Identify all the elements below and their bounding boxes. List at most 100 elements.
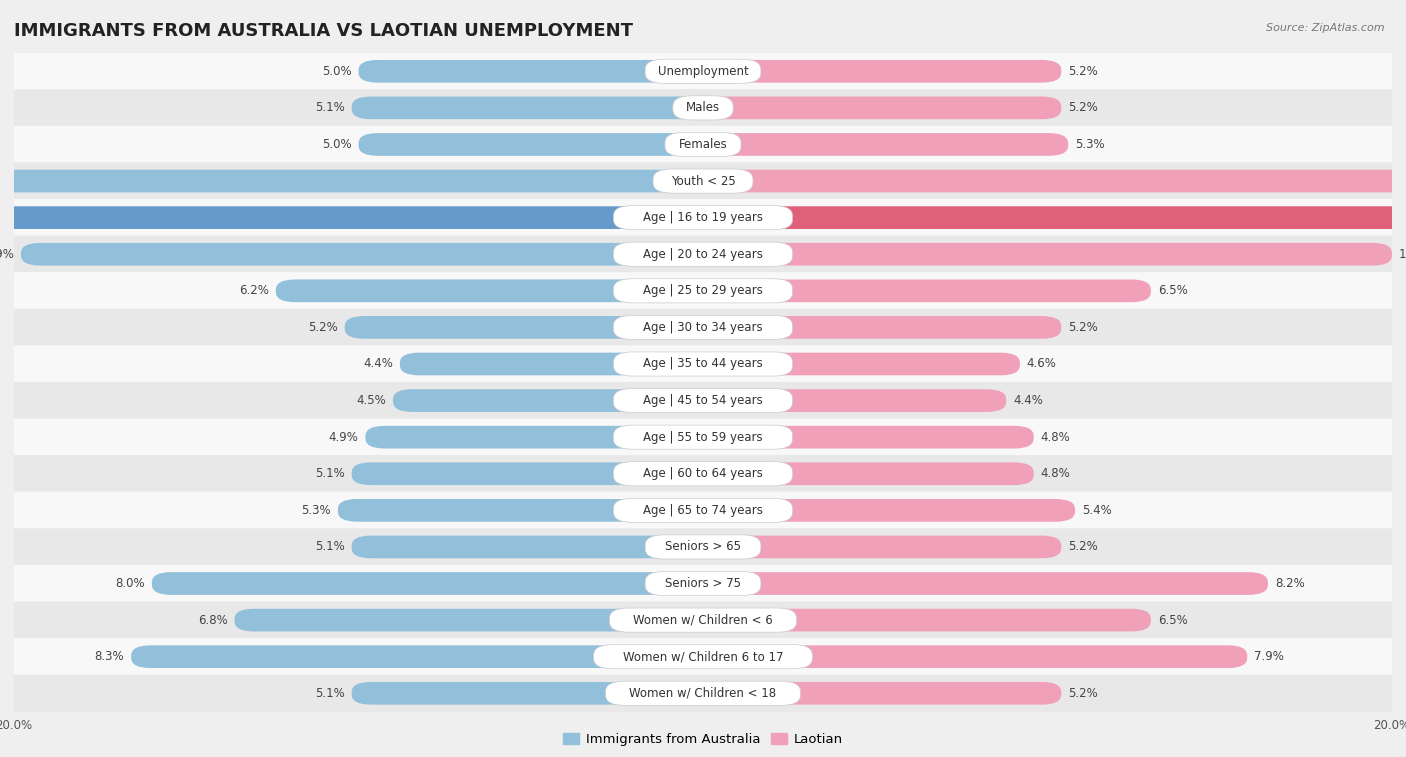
Text: Age | 35 to 44 years: Age | 35 to 44 years: [643, 357, 763, 370]
Text: Age | 20 to 24 years: Age | 20 to 24 years: [643, 248, 763, 260]
FancyBboxPatch shape: [344, 316, 703, 338]
FancyBboxPatch shape: [152, 572, 703, 595]
FancyBboxPatch shape: [606, 681, 800, 706]
Legend: Immigrants from Australia, Laotian: Immigrants from Australia, Laotian: [558, 727, 848, 751]
FancyBboxPatch shape: [703, 170, 1406, 192]
FancyBboxPatch shape: [613, 462, 793, 486]
FancyBboxPatch shape: [14, 309, 1392, 346]
FancyBboxPatch shape: [14, 419, 1392, 456]
FancyBboxPatch shape: [235, 609, 703, 631]
Text: Females: Females: [679, 138, 727, 151]
FancyBboxPatch shape: [352, 463, 703, 485]
FancyBboxPatch shape: [14, 126, 1392, 163]
Text: Seniors > 75: Seniors > 75: [665, 577, 741, 590]
FancyBboxPatch shape: [359, 60, 703, 83]
FancyBboxPatch shape: [703, 60, 1062, 83]
Text: 6.5%: 6.5%: [1157, 285, 1188, 298]
Text: 5.2%: 5.2%: [1069, 321, 1098, 334]
FancyBboxPatch shape: [613, 206, 793, 229]
Text: 7.9%: 7.9%: [1254, 650, 1284, 663]
FancyBboxPatch shape: [276, 279, 703, 302]
Text: 4.9%: 4.9%: [329, 431, 359, 444]
FancyBboxPatch shape: [703, 243, 1392, 266]
Text: Age | 55 to 59 years: Age | 55 to 59 years: [643, 431, 763, 444]
FancyBboxPatch shape: [352, 536, 703, 558]
FancyBboxPatch shape: [703, 572, 1268, 595]
FancyBboxPatch shape: [703, 316, 1062, 338]
FancyBboxPatch shape: [394, 389, 703, 412]
Text: Age | 16 to 19 years: Age | 16 to 19 years: [643, 211, 763, 224]
Text: Youth < 25: Youth < 25: [671, 175, 735, 188]
FancyBboxPatch shape: [645, 535, 761, 559]
FancyBboxPatch shape: [352, 97, 703, 119]
Text: 8.0%: 8.0%: [115, 577, 145, 590]
Text: 5.2%: 5.2%: [1069, 687, 1098, 699]
Text: IMMIGRANTS FROM AUSTRALIA VS LAOTIAN UNEMPLOYMENT: IMMIGRANTS FROM AUSTRALIA VS LAOTIAN UNE…: [14, 22, 633, 40]
Text: Women w/ Children < 18: Women w/ Children < 18: [630, 687, 776, 699]
FancyBboxPatch shape: [14, 638, 1392, 675]
FancyBboxPatch shape: [613, 242, 793, 266]
FancyBboxPatch shape: [703, 97, 1062, 119]
Text: Males: Males: [686, 101, 720, 114]
FancyBboxPatch shape: [359, 133, 703, 156]
Text: 6.8%: 6.8%: [198, 614, 228, 627]
FancyBboxPatch shape: [14, 455, 1392, 492]
FancyBboxPatch shape: [14, 565, 1392, 602]
FancyBboxPatch shape: [14, 53, 1392, 90]
FancyBboxPatch shape: [14, 602, 1392, 639]
Text: 5.2%: 5.2%: [308, 321, 337, 334]
FancyBboxPatch shape: [703, 279, 1152, 302]
FancyBboxPatch shape: [14, 273, 1392, 310]
FancyBboxPatch shape: [703, 646, 1247, 668]
Text: 4.5%: 4.5%: [356, 394, 387, 407]
FancyBboxPatch shape: [14, 345, 1392, 382]
FancyBboxPatch shape: [613, 498, 793, 522]
FancyBboxPatch shape: [703, 389, 1007, 412]
FancyBboxPatch shape: [14, 89, 1392, 126]
FancyBboxPatch shape: [14, 492, 1392, 529]
FancyBboxPatch shape: [14, 235, 1392, 273]
FancyBboxPatch shape: [14, 528, 1392, 565]
FancyBboxPatch shape: [593, 645, 813, 668]
Text: 5.1%: 5.1%: [315, 687, 344, 699]
FancyBboxPatch shape: [0, 207, 703, 229]
FancyBboxPatch shape: [14, 382, 1392, 419]
Text: Unemployment: Unemployment: [658, 65, 748, 78]
Text: Women w/ Children < 6: Women w/ Children < 6: [633, 614, 773, 627]
FancyBboxPatch shape: [14, 199, 1392, 236]
Text: 4.4%: 4.4%: [1012, 394, 1043, 407]
FancyBboxPatch shape: [352, 682, 703, 705]
FancyBboxPatch shape: [613, 316, 793, 339]
Text: 5.1%: 5.1%: [315, 101, 344, 114]
FancyBboxPatch shape: [399, 353, 703, 375]
Text: 5.4%: 5.4%: [1083, 504, 1112, 517]
FancyBboxPatch shape: [609, 608, 797, 632]
Text: 8.2%: 8.2%: [1275, 577, 1305, 590]
Text: Seniors > 65: Seniors > 65: [665, 540, 741, 553]
Text: 4.4%: 4.4%: [363, 357, 394, 370]
Text: 4.8%: 4.8%: [1040, 431, 1070, 444]
Text: 9.9%: 9.9%: [0, 248, 14, 260]
Text: Age | 25 to 29 years: Age | 25 to 29 years: [643, 285, 763, 298]
Text: Age | 45 to 54 years: Age | 45 to 54 years: [643, 394, 763, 407]
Text: 5.0%: 5.0%: [322, 65, 352, 78]
FancyBboxPatch shape: [703, 682, 1062, 705]
Text: 8.3%: 8.3%: [94, 650, 124, 663]
FancyBboxPatch shape: [703, 536, 1062, 558]
Text: 6.5%: 6.5%: [1157, 614, 1188, 627]
Text: Source: ZipAtlas.com: Source: ZipAtlas.com: [1267, 23, 1385, 33]
Text: 4.8%: 4.8%: [1040, 467, 1070, 480]
Text: 4.6%: 4.6%: [1026, 357, 1057, 370]
Text: 5.3%: 5.3%: [1076, 138, 1105, 151]
Text: Age | 65 to 74 years: Age | 65 to 74 years: [643, 504, 763, 517]
Text: 5.0%: 5.0%: [322, 138, 352, 151]
FancyBboxPatch shape: [645, 59, 761, 83]
Text: 10.0%: 10.0%: [1399, 248, 1406, 260]
FancyBboxPatch shape: [21, 243, 703, 266]
FancyBboxPatch shape: [665, 132, 741, 157]
FancyBboxPatch shape: [703, 463, 1033, 485]
Text: 5.1%: 5.1%: [315, 467, 344, 480]
Text: 5.2%: 5.2%: [1069, 101, 1098, 114]
FancyBboxPatch shape: [703, 353, 1019, 375]
FancyBboxPatch shape: [14, 163, 1392, 200]
